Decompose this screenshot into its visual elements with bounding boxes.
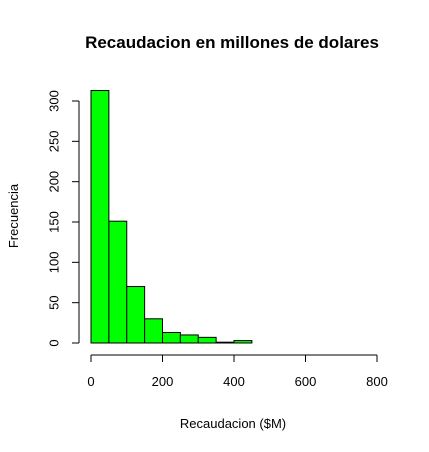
bars-group [90,90,253,344]
x-tick-label: 600 [295,374,317,389]
histogram-bar [215,341,235,344]
y-tick-label: 150 [47,211,62,233]
y-tick-label: 300 [47,90,62,112]
histogram-bar [162,332,181,344]
x-axis-label: Recaudacion ($M) [180,416,286,431]
x-tick-label: 800 [366,374,388,389]
x-tick-label: 0 [87,374,94,389]
x-axis: 0 200 400 600 800 [87,354,388,389]
histogram-bar [90,90,110,344]
y-tick-label: 250 [47,130,62,152]
chart-title: Recaudacion en millones de dolares [85,33,379,52]
histogram-bar [197,336,217,344]
y-tick-label: 200 [47,171,62,193]
histogram-bar [144,318,163,344]
histogram-bar [233,340,253,344]
histogram-bar [108,220,128,344]
x-tick-label: 200 [152,374,174,389]
histogram-bar [126,286,146,344]
y-tick-label: 0 [47,339,62,346]
histogram-bar [179,334,199,344]
x-tick-label: 400 [223,374,245,389]
y-axis: 0 50 100 150 200 250 300 [47,90,80,347]
y-tick-label: 100 [47,251,62,273]
y-tick-label: 50 [47,295,62,309]
y-axis-label: Frecuencia [6,183,21,248]
